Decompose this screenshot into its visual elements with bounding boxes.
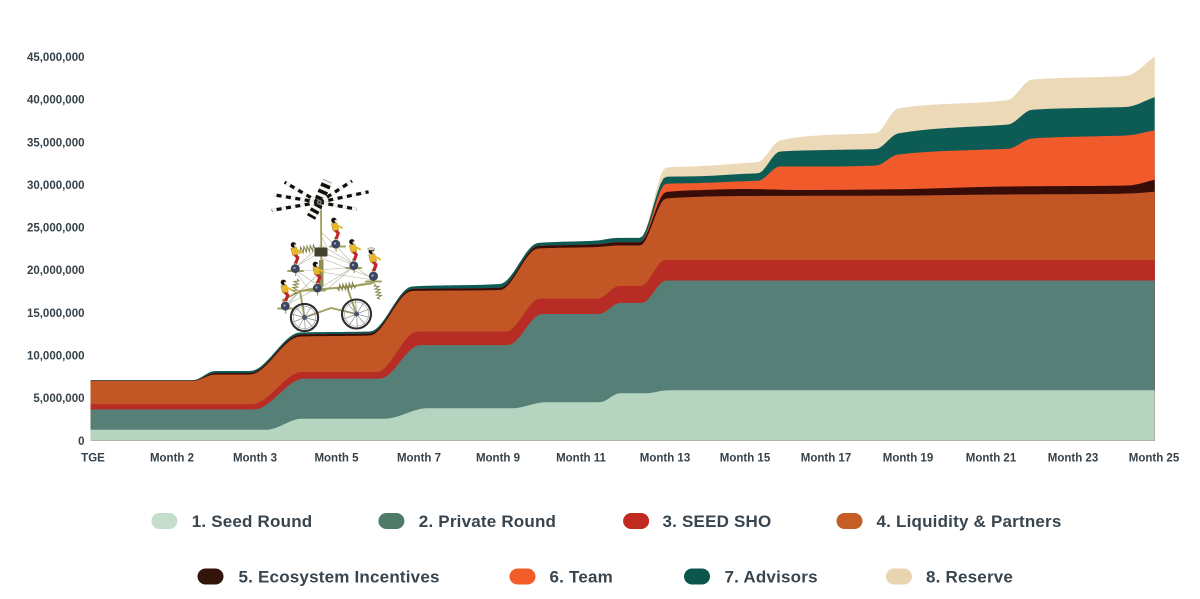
svg-text:3. SEED SHO: 3. SEED SHO — [663, 512, 772, 531]
svg-text:Month 21: Month 21 — [966, 453, 1017, 465]
svg-text:2. Private Round: 2. Private Round — [419, 512, 556, 531]
svg-text:Month 2: Month 2 — [150, 453, 194, 465]
svg-text:Month 7: Month 7 — [397, 453, 441, 465]
svg-text:0: 0 — [78, 436, 84, 448]
svg-text:Month 19: Month 19 — [883, 453, 933, 465]
svg-text:Month 9: Month 9 — [476, 453, 520, 465]
svg-text:Month 23: Month 23 — [1048, 453, 1098, 465]
svg-text:Month 3: Month 3 — [233, 453, 277, 465]
svg-text:Month 25: Month 25 — [1129, 453, 1180, 465]
svg-text:5,000,000: 5,000,000 — [33, 393, 84, 405]
svg-text:8. Reserve: 8. Reserve — [926, 568, 1013, 587]
svg-text:7. Advisors: 7. Advisors — [725, 568, 818, 587]
svg-text:35,000,000: 35,000,000 — [27, 137, 85, 149]
svg-text:20,000,000: 20,000,000 — [27, 265, 85, 277]
svg-text:40,000,000: 40,000,000 — [27, 95, 85, 107]
svg-text:Month 5: Month 5 — [314, 453, 359, 465]
svg-text:25,000,000: 25,000,000 — [27, 223, 85, 235]
svg-text:30,000,000: 30,000,000 — [27, 180, 85, 192]
svg-text:6. Team: 6. Team — [550, 568, 613, 587]
svg-text:Month 11: Month 11 — [556, 453, 606, 465]
svg-text:15,000,000: 15,000,000 — [27, 308, 85, 320]
svg-text:5. Ecosystem Incentives: 5. Ecosystem Incentives — [239, 568, 440, 587]
svg-text:Month 15: Month 15 — [720, 453, 771, 465]
svg-text:45,000,000: 45,000,000 — [27, 52, 85, 64]
svg-text:4. Liquidity & Partners: 4. Liquidity & Partners — [877, 512, 1062, 531]
svg-text:Month 17: Month 17 — [801, 453, 851, 465]
svg-text:TGE: TGE — [81, 453, 105, 465]
svg-text:Month 13: Month 13 — [640, 453, 690, 465]
svg-text:10,000,000: 10,000,000 — [27, 351, 85, 363]
svg-text:1. Seed Round: 1. Seed Round — [192, 512, 313, 531]
